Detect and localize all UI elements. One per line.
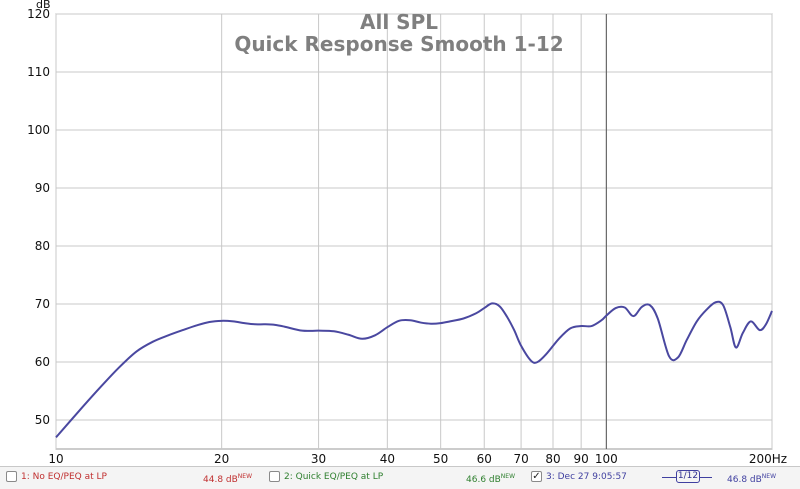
legend-value-2: 46.6 dBNEW (466, 473, 516, 485)
legend-label-3[interactable]: 3: Dec 27 9:05:57 (546, 472, 627, 482)
x-tick-label: 60 (477, 452, 492, 466)
legend-value-1: 44.8 dBNEW (203, 473, 253, 485)
x-tick-label: 40 (380, 452, 395, 466)
axis-ticks: 50 60 70 80 90 100 110 120 10 20 30 40 50 60 70 80 90 100… (27, 7, 787, 466)
x-tick-label: 80 (545, 452, 560, 466)
y-axis-unit: dB (36, 0, 51, 11)
legend-label-2[interactable]: 2: Quick EQ/PEQ at LP (284, 472, 384, 482)
y-tick-label: 50 (35, 413, 50, 427)
x-tick-label: 50 (433, 452, 448, 466)
x-tick-label: 100 (595, 452, 618, 466)
y-tick-label: 60 (35, 355, 50, 369)
x-tick-label: 10 (48, 452, 63, 466)
legend-value-3: 46.8 dBNEW (727, 473, 777, 485)
legend-label-1[interactable]: 1: No EQ/PEQ at LP (21, 472, 107, 482)
plot-area (55, 13, 773, 450)
y-tick-label: 110 (27, 65, 50, 79)
series-line-3 (55, 300, 773, 439)
y-tick-label: 80 (35, 239, 50, 253)
legend-line-sample-left (662, 477, 676, 478)
y-tick-label: 100 (27, 123, 50, 137)
legend-bar: 1: No EQ/PEQ at LP 44.8 dBNEW 2: Quick E… (0, 466, 800, 489)
smoothing-badge[interactable]: 1/12 (676, 470, 700, 483)
legend-line-sample-right (700, 477, 712, 478)
x-tick-label: 200Hz (749, 452, 787, 466)
x-tick-label: 30 (311, 452, 326, 466)
legend-checkbox-3[interactable]: ✓ (531, 471, 542, 482)
x-tick-label: 70 (513, 452, 528, 466)
chart-title: All SPL (360, 10, 438, 34)
y-tick-label: 70 (35, 297, 50, 311)
legend-checkbox-1[interactable] (6, 471, 17, 482)
legend-checkbox-2[interactable] (269, 471, 280, 482)
y-tick-label: 90 (35, 181, 50, 195)
x-tick-label: 20 (214, 452, 229, 466)
x-tick-label: 90 (574, 452, 589, 466)
chart-subtitle: Quick Response Smooth 1-12 (234, 32, 563, 56)
y-tick-label: 120 (27, 7, 50, 21)
spl-chart: 50 60 70 80 90 100 110 120 10 20 30 40 50 60 70 80 90 100… (27, 0, 787, 466)
